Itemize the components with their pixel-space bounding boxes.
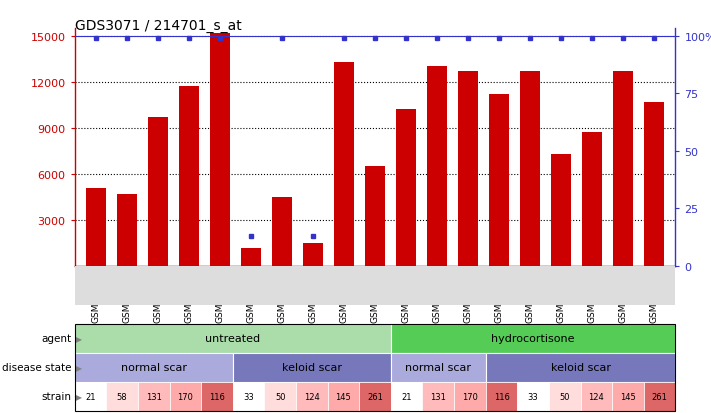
Text: 170: 170 xyxy=(177,392,193,401)
Text: 33: 33 xyxy=(243,392,254,401)
Text: 33: 33 xyxy=(528,392,538,401)
Text: keloid scar: keloid scar xyxy=(550,363,611,373)
Text: hydrocortisone: hydrocortisone xyxy=(491,334,575,344)
Text: 170: 170 xyxy=(462,392,478,401)
Text: 124: 124 xyxy=(304,392,320,401)
Bar xyxy=(427,67,447,266)
Bar xyxy=(303,243,324,266)
Bar xyxy=(582,133,602,266)
Bar xyxy=(179,87,199,266)
Text: 131: 131 xyxy=(430,392,447,401)
Text: ▶: ▶ xyxy=(73,392,82,401)
Bar xyxy=(148,118,169,266)
Bar xyxy=(241,248,261,266)
Text: 21: 21 xyxy=(85,392,96,401)
Bar xyxy=(334,63,354,266)
Bar xyxy=(613,72,633,266)
Text: agent: agent xyxy=(41,334,71,344)
Text: 21: 21 xyxy=(402,392,412,401)
Text: untreated: untreated xyxy=(205,334,260,344)
Bar xyxy=(489,95,509,266)
Text: 116: 116 xyxy=(493,392,510,401)
Bar xyxy=(210,33,230,266)
Text: 145: 145 xyxy=(336,392,351,401)
Text: ▶: ▶ xyxy=(73,334,82,343)
Text: 50: 50 xyxy=(275,392,285,401)
Text: 116: 116 xyxy=(209,392,225,401)
Text: 261: 261 xyxy=(652,392,668,401)
Text: keloid scar: keloid scar xyxy=(282,363,342,373)
Text: 261: 261 xyxy=(367,392,383,401)
Text: ▶: ▶ xyxy=(73,363,82,372)
Text: normal scar: normal scar xyxy=(405,363,471,373)
Bar xyxy=(365,167,385,266)
Text: disease state: disease state xyxy=(1,363,71,373)
Bar xyxy=(551,154,571,266)
Text: GDS3071 / 214701_s_at: GDS3071 / 214701_s_at xyxy=(75,19,242,33)
Text: 58: 58 xyxy=(117,392,127,401)
Text: 124: 124 xyxy=(589,392,604,401)
Text: normal scar: normal scar xyxy=(121,363,187,373)
Text: 131: 131 xyxy=(146,392,161,401)
Text: strain: strain xyxy=(41,392,71,401)
Bar xyxy=(643,102,664,266)
Bar xyxy=(272,197,292,266)
Text: 145: 145 xyxy=(620,392,636,401)
Bar xyxy=(396,110,416,266)
Bar xyxy=(117,195,137,266)
Text: 50: 50 xyxy=(560,392,570,401)
Bar xyxy=(458,72,478,266)
Bar xyxy=(86,188,107,266)
Bar xyxy=(520,72,540,266)
